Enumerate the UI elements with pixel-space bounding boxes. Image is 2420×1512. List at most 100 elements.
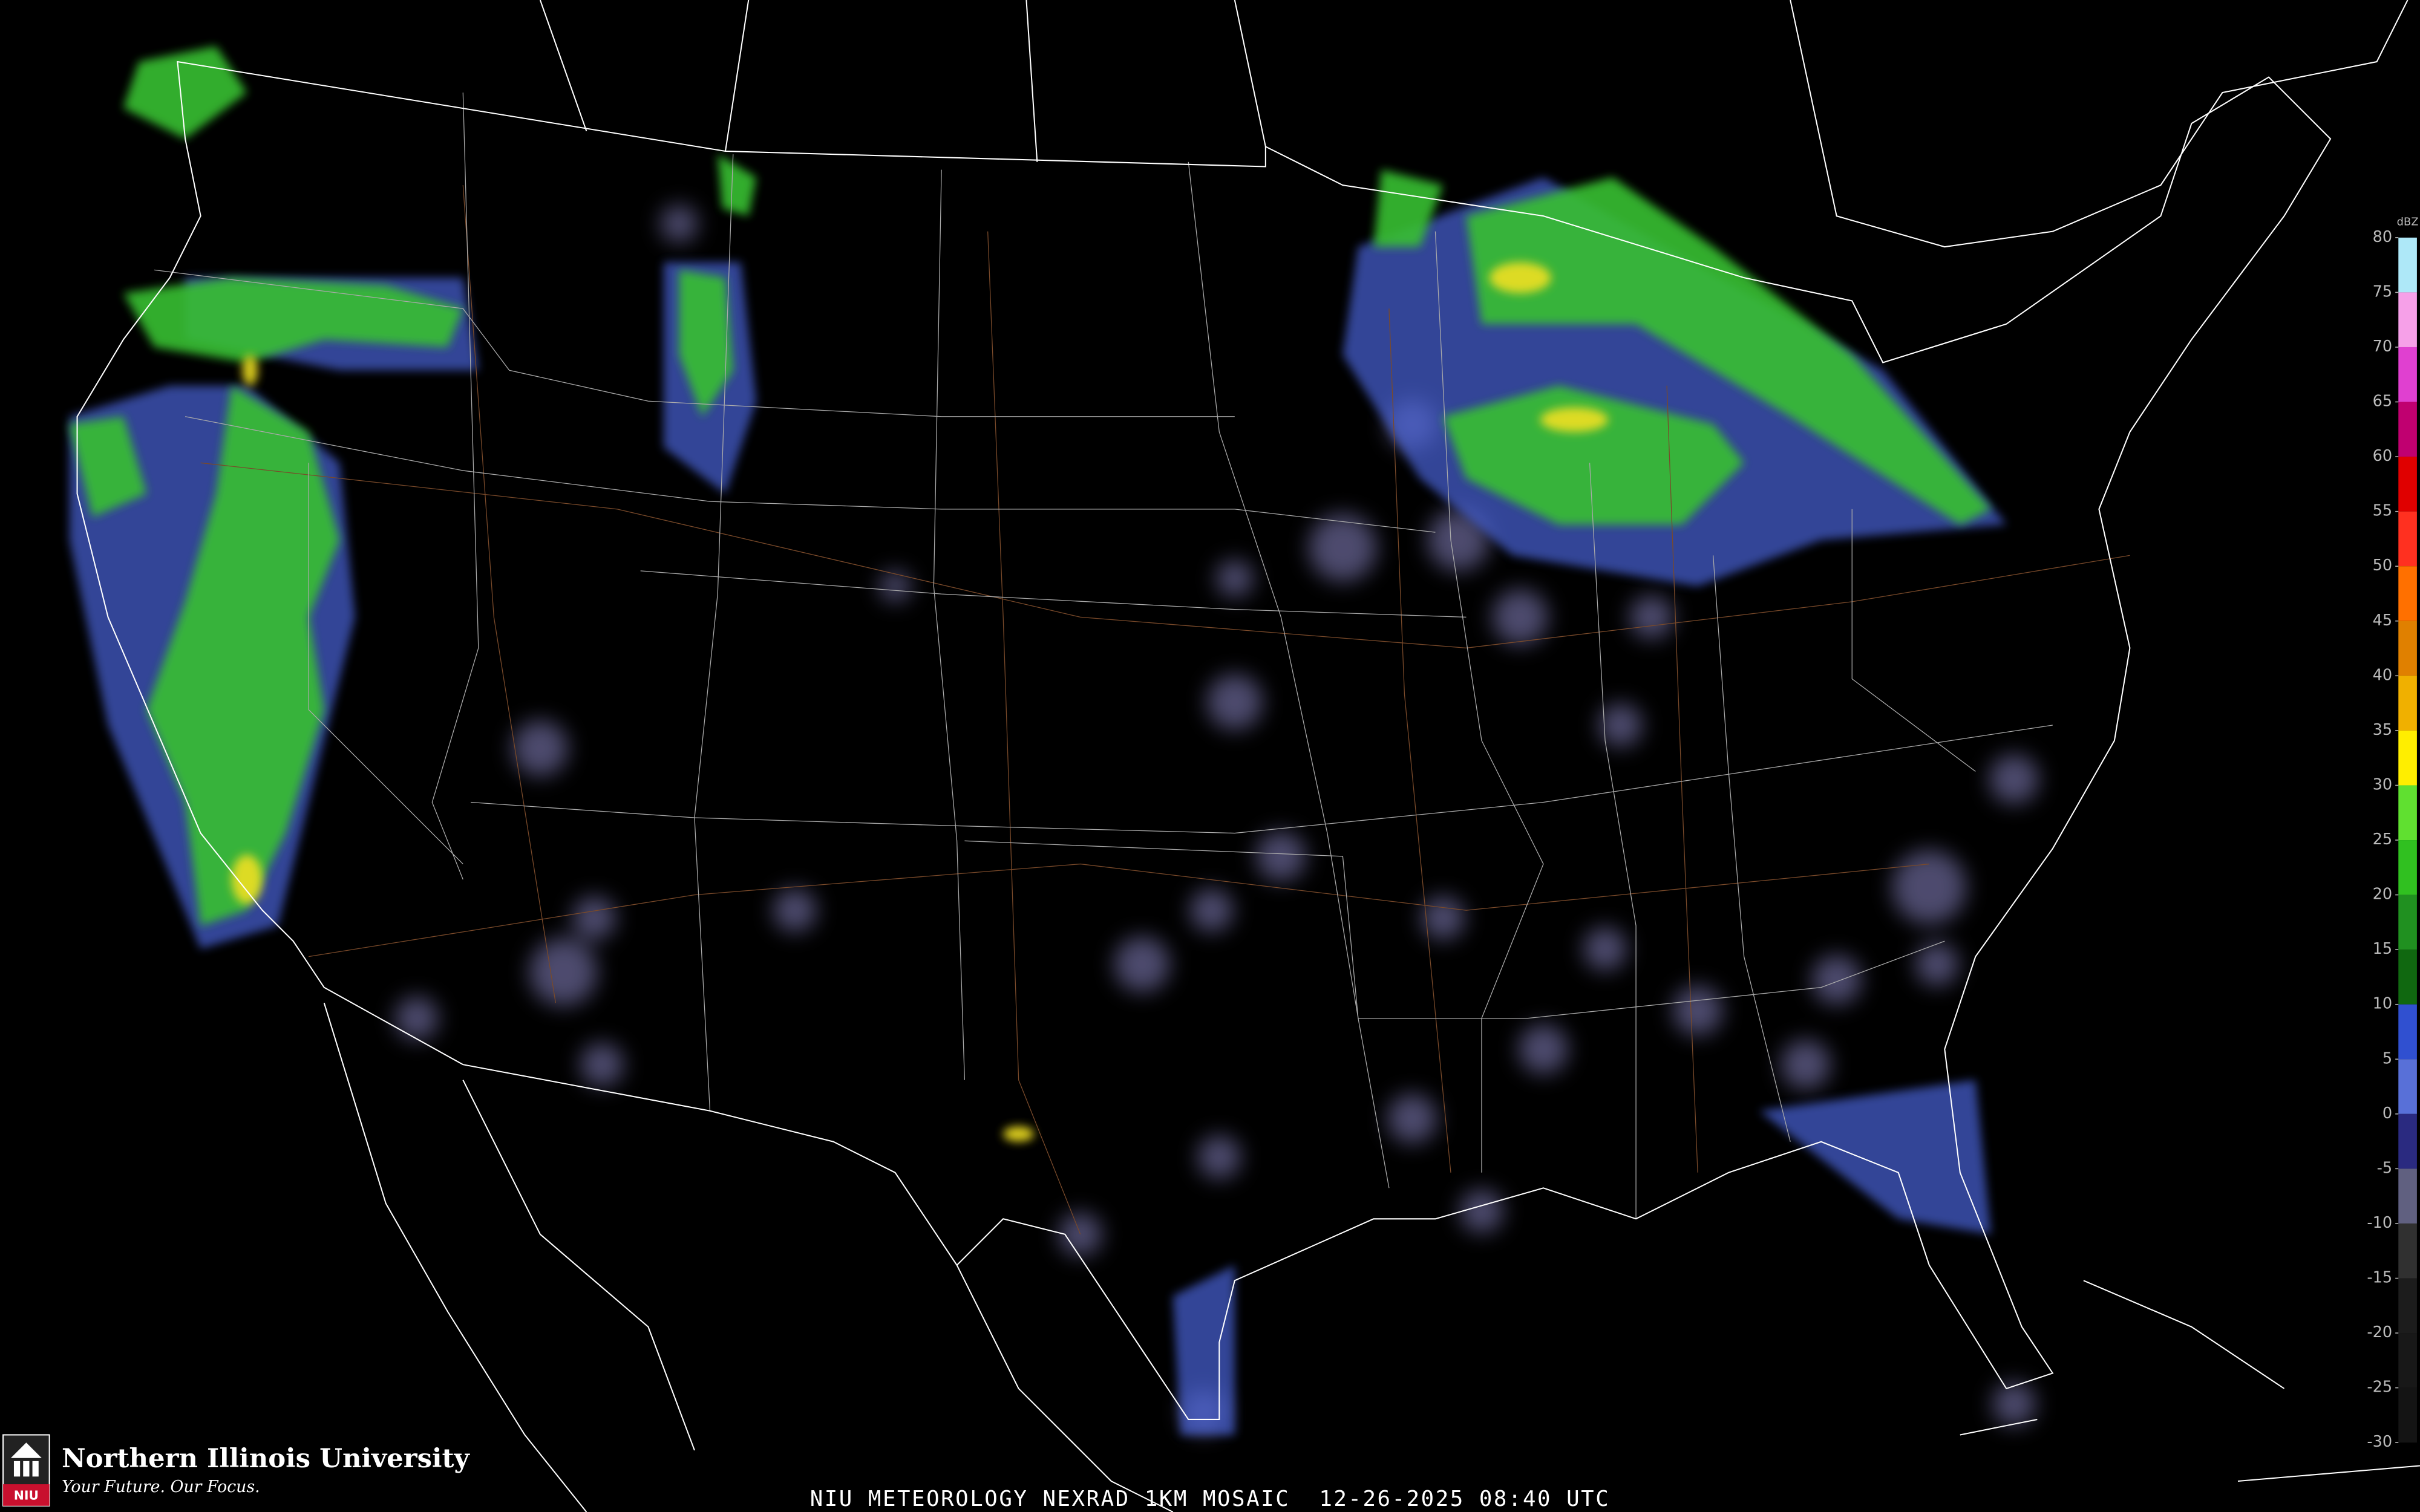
tick-label: -25 xyxy=(2367,1378,2392,1396)
heavy-echoes xyxy=(231,262,1609,1142)
echo-area xyxy=(69,416,147,517)
clutter-echo xyxy=(580,1043,624,1086)
echo-area xyxy=(1373,169,1444,247)
echo-area xyxy=(718,154,756,217)
echo-area xyxy=(123,46,247,139)
caribbean-coast xyxy=(1960,1280,2420,1482)
clutter-echo xyxy=(1781,1040,1831,1090)
tick-label: 70 xyxy=(2373,337,2392,356)
tick-label: -20 xyxy=(2367,1323,2392,1341)
color-band xyxy=(2398,566,2417,621)
color-band xyxy=(2398,1004,2417,1060)
color-band xyxy=(2398,785,2417,841)
clutter-echo xyxy=(1519,1024,1568,1074)
tick-label: -15 xyxy=(2367,1269,2392,1287)
state-border xyxy=(308,463,463,865)
tick-label: 5 xyxy=(2382,1049,2392,1067)
color-band xyxy=(2398,457,2417,512)
echo-area xyxy=(1466,177,1991,525)
color-band xyxy=(2398,237,2417,293)
tick-label: -5 xyxy=(2377,1159,2392,1177)
state-border xyxy=(640,570,1467,618)
clutter-echo xyxy=(1673,986,1722,1035)
clutter xyxy=(395,205,2039,1433)
clutter-echo xyxy=(1206,674,1263,730)
roads xyxy=(200,185,2130,1235)
clutter-echo xyxy=(1989,754,2039,804)
clutter-echo xyxy=(1915,942,1959,986)
clutter-echo xyxy=(1387,1093,1437,1144)
tick-label: -10 xyxy=(2367,1214,2392,1232)
state-border xyxy=(154,269,1235,417)
color-band xyxy=(2398,676,2417,731)
state-borders xyxy=(154,93,2053,1219)
clutter-echo xyxy=(1309,513,1377,582)
moderate-echoes xyxy=(69,46,1991,926)
color-band xyxy=(2398,347,2417,402)
emblem-text: NIU xyxy=(14,1488,39,1503)
clutter-echo xyxy=(1216,560,1254,598)
canada-border xyxy=(539,0,2409,248)
clutter-echo xyxy=(512,720,568,777)
tick-label: 0 xyxy=(2382,1104,2392,1123)
clutter-echo xyxy=(660,205,698,243)
tick-label: 80 xyxy=(2373,228,2392,246)
tick-label: 35 xyxy=(2373,721,2392,739)
state-border xyxy=(964,840,1945,1019)
color-band xyxy=(2398,621,2417,676)
state-border xyxy=(1712,555,1791,1142)
tick-label: 20 xyxy=(2373,885,2392,904)
legend-unit: dBZ xyxy=(2397,215,2419,228)
clutter-echo xyxy=(572,896,616,940)
color-band xyxy=(2398,894,2417,950)
clutter-echo xyxy=(1629,595,1673,639)
echo-core xyxy=(1489,262,1551,293)
state-border xyxy=(1851,509,1976,772)
tick-label: 45 xyxy=(2373,611,2392,630)
clutter-echo xyxy=(773,888,817,932)
state-border xyxy=(1188,161,1390,1188)
emblem-badge xyxy=(3,1484,50,1506)
clutter-echo xyxy=(1892,850,1966,925)
clutter-echo xyxy=(1256,832,1306,881)
university-name: Northern Illinois University xyxy=(62,1443,470,1474)
echo-area xyxy=(1759,1080,1991,1234)
tick-label: -30 xyxy=(2367,1433,2392,1451)
clutter-echo xyxy=(1421,896,1465,940)
tick-label: 75 xyxy=(2373,282,2392,301)
road xyxy=(200,462,2130,649)
color-band xyxy=(2398,1387,2417,1443)
clutter-echo xyxy=(1114,936,1170,992)
state-border xyxy=(431,93,479,880)
color-band xyxy=(2398,1059,2417,1114)
clutter-echo xyxy=(1598,703,1643,747)
tick-label: 10 xyxy=(2373,995,2392,1013)
coastlines xyxy=(76,0,2420,1512)
state-border xyxy=(1589,463,1637,1219)
clutter-echo xyxy=(1197,1135,1241,1179)
tagline: Your Future. Our Focus. xyxy=(62,1478,260,1496)
mexico-coast xyxy=(323,1002,1174,1512)
clutter-echo xyxy=(880,570,911,602)
clutter-echo xyxy=(1460,1189,1503,1233)
state-border xyxy=(185,416,1436,533)
color-band xyxy=(2398,1113,2417,1169)
echo-area xyxy=(146,385,340,926)
emblem-icon xyxy=(10,1442,42,1477)
logo: NIU Northern Illinois University Your Fu… xyxy=(2,1434,471,1507)
clutter-echo xyxy=(1492,589,1548,645)
clutter-echo xyxy=(1583,927,1627,971)
road xyxy=(1666,385,1698,1173)
clutter-echo xyxy=(529,938,598,1006)
road xyxy=(1388,308,1451,1173)
color-band xyxy=(2398,402,2417,457)
clutter-echo xyxy=(1189,888,1234,932)
echo-area xyxy=(123,278,463,363)
echo-core xyxy=(1540,407,1609,432)
color-band xyxy=(2398,730,2417,786)
echo-core xyxy=(231,855,263,904)
clutter-echo xyxy=(1992,1382,2036,1426)
